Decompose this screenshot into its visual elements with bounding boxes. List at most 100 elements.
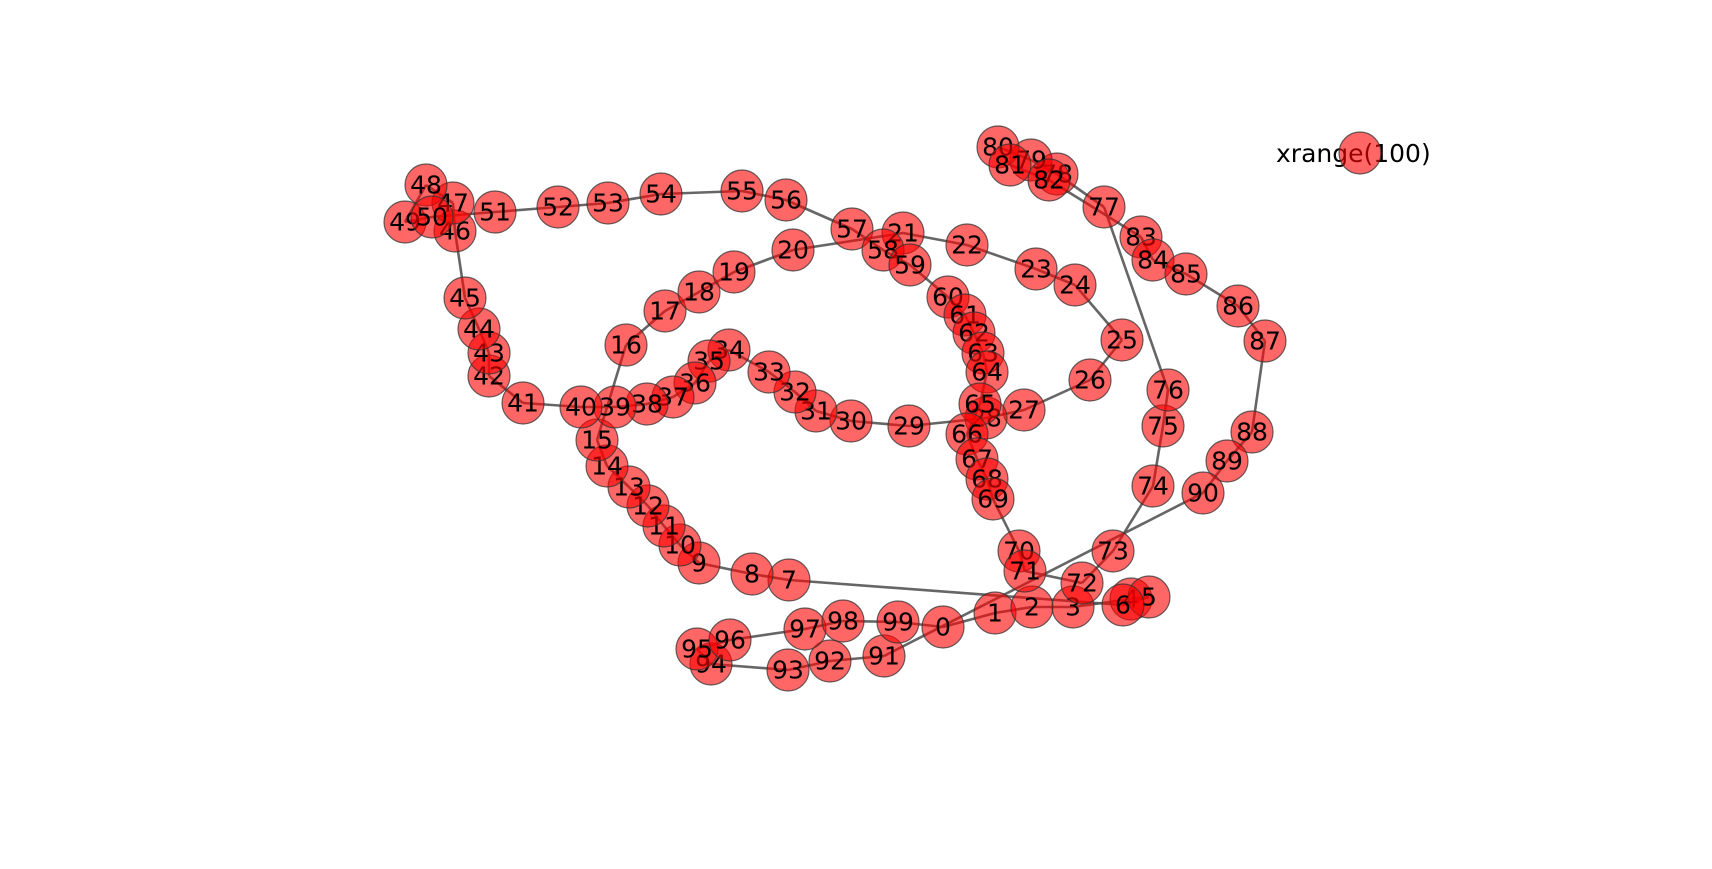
node-label-30: 30 — [835, 407, 867, 436]
node-label-54: 54 — [645, 180, 677, 209]
node-8: 8 — [730, 552, 774, 596]
node-51: 51 — [473, 190, 517, 234]
node-label-48: 48 — [410, 171, 442, 200]
node-label-84: 84 — [1137, 246, 1169, 275]
node-circle-26 — [1068, 358, 1112, 402]
node-circle-89 — [1205, 439, 1249, 483]
node-54: 54 — [639, 172, 683, 216]
node-label-19: 19 — [718, 258, 750, 287]
node-label-76: 76 — [1152, 376, 1184, 405]
node-label-74: 74 — [1137, 472, 1169, 501]
node-circle-57 — [830, 207, 874, 251]
legend: xrange(100) — [1276, 131, 1431, 175]
node-label-6: 6 — [1115, 591, 1131, 620]
node-circle-41 — [501, 381, 545, 425]
node-53: 53 — [586, 181, 630, 225]
node-circle-20 — [771, 228, 815, 272]
node-88: 88 — [1230, 410, 1274, 454]
node-57: 57 — [830, 207, 874, 251]
node-98: 98 — [821, 599, 865, 643]
node-23: 23 — [1014, 247, 1058, 291]
node-label-20: 20 — [777, 236, 809, 265]
node-circle-86 — [1216, 284, 1260, 328]
node-label-15: 15 — [581, 426, 613, 455]
node-92: 92 — [808, 639, 852, 683]
node-circle-76 — [1146, 368, 1190, 412]
node-82: 82 — [1027, 158, 1071, 202]
node-circle-6 — [1101, 583, 1145, 627]
node-circle-16 — [604, 323, 648, 367]
node-circle-0 — [921, 605, 965, 649]
node-77: 77 — [1082, 185, 1126, 229]
node-74: 74 — [1131, 464, 1175, 508]
node-56: 56 — [764, 178, 808, 222]
node-16: 16 — [604, 323, 648, 367]
node-label-7: 7 — [781, 566, 797, 595]
node-label-90: 90 — [1187, 479, 1219, 508]
node-circle-85 — [1164, 252, 1208, 296]
node-33: 33 — [747, 350, 791, 394]
node-52: 52 — [536, 185, 580, 229]
node-label-38: 38 — [631, 390, 663, 419]
node-2: 2 — [1010, 585, 1054, 629]
node-label-64: 64 — [971, 358, 1003, 387]
node-59: 59 — [888, 243, 932, 287]
node-label-18: 18 — [683, 278, 715, 307]
node-85: 85 — [1164, 252, 1208, 296]
node-27: 27 — [1002, 388, 1046, 432]
node-label-55: 55 — [726, 177, 758, 206]
node-label-1: 1 — [987, 599, 1003, 628]
node-circle-82 — [1027, 158, 1071, 202]
node-label-23: 23 — [1020, 255, 1052, 284]
node-circle-8 — [730, 552, 774, 596]
node-label-96: 96 — [714, 626, 746, 655]
node-86: 86 — [1216, 284, 1260, 328]
node-label-97: 97 — [789, 615, 821, 644]
node-40: 40 — [559, 385, 603, 429]
node-label-50: 50 — [416, 203, 448, 232]
node-label-57: 57 — [836, 215, 868, 244]
node-label-75: 75 — [1147, 412, 1179, 441]
node-circle-88 — [1230, 410, 1274, 454]
node-93: 93 — [766, 648, 810, 692]
node-label-45: 45 — [449, 284, 481, 313]
node-circle-69 — [971, 477, 1015, 521]
node-label-77: 77 — [1088, 193, 1120, 222]
node-label-33: 33 — [753, 358, 785, 387]
node-circle-98 — [821, 599, 865, 643]
node-19: 19 — [712, 250, 756, 294]
node-label-22: 22 — [951, 231, 983, 260]
node-81: 81 — [988, 143, 1032, 187]
node-label-72: 72 — [1066, 569, 1098, 598]
node-label-85: 85 — [1170, 260, 1202, 289]
node-label-73: 73 — [1097, 537, 1129, 566]
node-circle-77 — [1082, 185, 1126, 229]
node-circle-53 — [586, 181, 630, 225]
node-circle-52 — [536, 185, 580, 229]
node-1: 1 — [973, 591, 1017, 635]
node-circle-59 — [888, 243, 932, 287]
node-label-92: 92 — [814, 647, 846, 676]
node-circle-55 — [720, 169, 764, 213]
node-64: 64 — [965, 350, 1009, 394]
node-circle-45 — [443, 276, 487, 320]
node-label-81: 81 — [994, 151, 1026, 180]
node-label-53: 53 — [592, 189, 624, 218]
node-22: 22 — [945, 223, 989, 267]
node-45: 45 — [443, 276, 487, 320]
node-label-17: 17 — [649, 297, 681, 326]
node-circle-18 — [677, 270, 721, 314]
node-41: 41 — [501, 381, 545, 425]
node-circle-71 — [1003, 549, 1047, 593]
node-circle-93 — [766, 648, 810, 692]
node-label-98: 98 — [827, 607, 859, 636]
node-76: 76 — [1146, 368, 1190, 412]
node-69: 69 — [971, 477, 1015, 521]
node-label-41: 41 — [507, 389, 539, 418]
node-label-26: 26 — [1074, 366, 1106, 395]
node-label-24: 24 — [1059, 271, 1091, 300]
legend-marker — [1338, 131, 1382, 175]
node-circle-99 — [876, 600, 920, 644]
node-circle-72 — [1060, 561, 1104, 605]
node-95: 95 — [675, 627, 719, 671]
